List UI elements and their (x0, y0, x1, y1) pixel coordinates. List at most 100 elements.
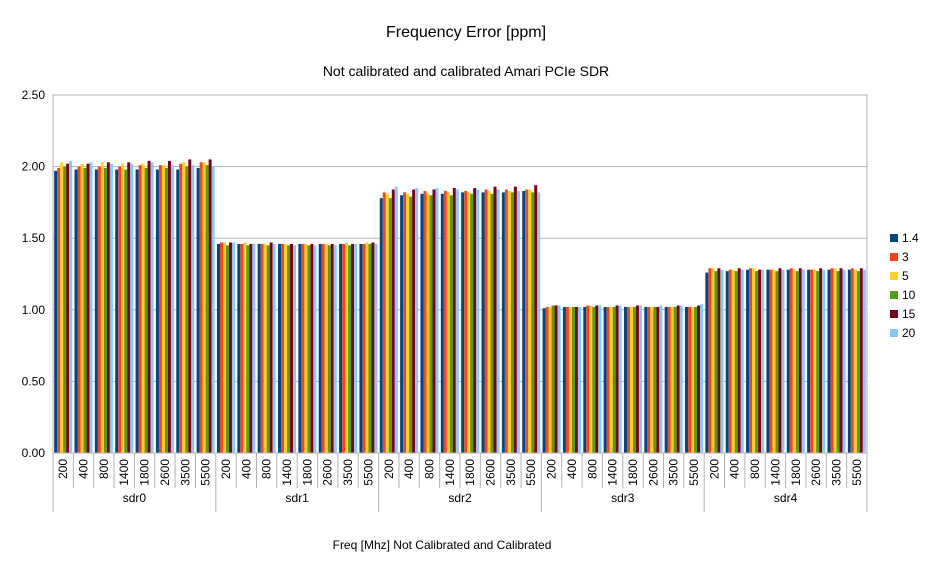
bar (638, 305, 642, 453)
y-tick-label: 1.00 (22, 303, 46, 317)
bar (816, 271, 820, 453)
bar (293, 245, 297, 453)
x-tick-label: 1400 (117, 459, 131, 486)
bar (354, 243, 358, 453)
bar (359, 243, 363, 453)
bar (440, 193, 444, 454)
bar (516, 190, 520, 453)
bar (391, 189, 395, 453)
bar (135, 169, 139, 454)
x-tick-label: 5500 (361, 459, 375, 486)
bar (452, 188, 456, 453)
bar (842, 269, 846, 453)
bar (269, 242, 273, 453)
bar (388, 198, 392, 453)
bar (667, 306, 671, 453)
group-label: sdr3 (611, 491, 635, 505)
chart-title: Frequency Error [ppm] (386, 24, 546, 41)
x-tick-label: 5500 (524, 459, 538, 486)
bar (822, 269, 826, 453)
bar (862, 269, 866, 453)
bar (781, 269, 785, 453)
bar (222, 242, 226, 453)
bar (278, 243, 282, 453)
bar (228, 242, 232, 453)
bar (507, 190, 511, 453)
bar (362, 243, 366, 453)
bar (167, 160, 171, 453)
bar (429, 195, 433, 454)
bar (57, 168, 61, 454)
legend-swatch (890, 272, 898, 280)
bar (412, 189, 416, 453)
bar (301, 243, 305, 453)
bar (537, 192, 541, 453)
bar (385, 193, 389, 454)
bar (487, 190, 491, 453)
bar (626, 306, 630, 453)
bar (531, 192, 535, 453)
bar (205, 165, 209, 453)
bar (589, 305, 593, 453)
bar (243, 242, 247, 453)
bar (461, 192, 465, 453)
x-tick-label: 2600 (646, 459, 660, 486)
bar (769, 269, 773, 453)
x-tick-label: 800 (585, 459, 599, 479)
bar (179, 163, 183, 453)
legend-swatch (890, 310, 898, 318)
bar (752, 268, 756, 453)
bar (525, 189, 529, 453)
bar (659, 305, 663, 453)
bar (819, 268, 823, 453)
bar (443, 190, 447, 453)
bar (420, 193, 424, 454)
x-tick-label: 2600 (158, 459, 172, 486)
x-tick-label: 400 (565, 459, 579, 479)
bar (833, 268, 837, 453)
bar (510, 192, 514, 453)
bar (130, 163, 134, 453)
bar (676, 305, 680, 453)
bar (775, 271, 779, 453)
grid-layer (53, 94, 867, 454)
bar (496, 189, 500, 453)
x-tick-label: 3500 (178, 459, 192, 486)
y-tick-label: 2.50 (22, 88, 46, 102)
legend-label: 1.4 (902, 231, 919, 245)
legend-label: 15 (902, 307, 916, 321)
legend-label: 10 (902, 288, 916, 302)
bar (97, 166, 101, 453)
bar (644, 306, 648, 453)
bar (615, 305, 619, 453)
bar (237, 243, 241, 453)
bar (670, 306, 674, 453)
bar (368, 243, 372, 453)
bar (484, 189, 488, 453)
x-tick-label: 1800 (300, 459, 314, 486)
bar (827, 269, 831, 453)
x-tick-label: 3500 (667, 459, 681, 486)
bar (740, 269, 744, 453)
bar (100, 162, 104, 453)
bar (565, 306, 569, 453)
bar (464, 190, 468, 453)
bar (342, 243, 346, 453)
bar (202, 162, 206, 453)
bar (185, 166, 189, 453)
bar (473, 188, 477, 453)
bar (74, 169, 78, 454)
bar (106, 162, 110, 453)
legend-label: 5 (902, 269, 909, 283)
bar (623, 306, 627, 453)
bar (612, 306, 616, 453)
bar (426, 193, 430, 454)
bar (728, 269, 732, 453)
bar (121, 163, 125, 453)
bar (673, 306, 677, 453)
bar (557, 305, 561, 453)
bar (700, 304, 704, 453)
bar (586, 305, 590, 453)
bar (374, 243, 378, 453)
